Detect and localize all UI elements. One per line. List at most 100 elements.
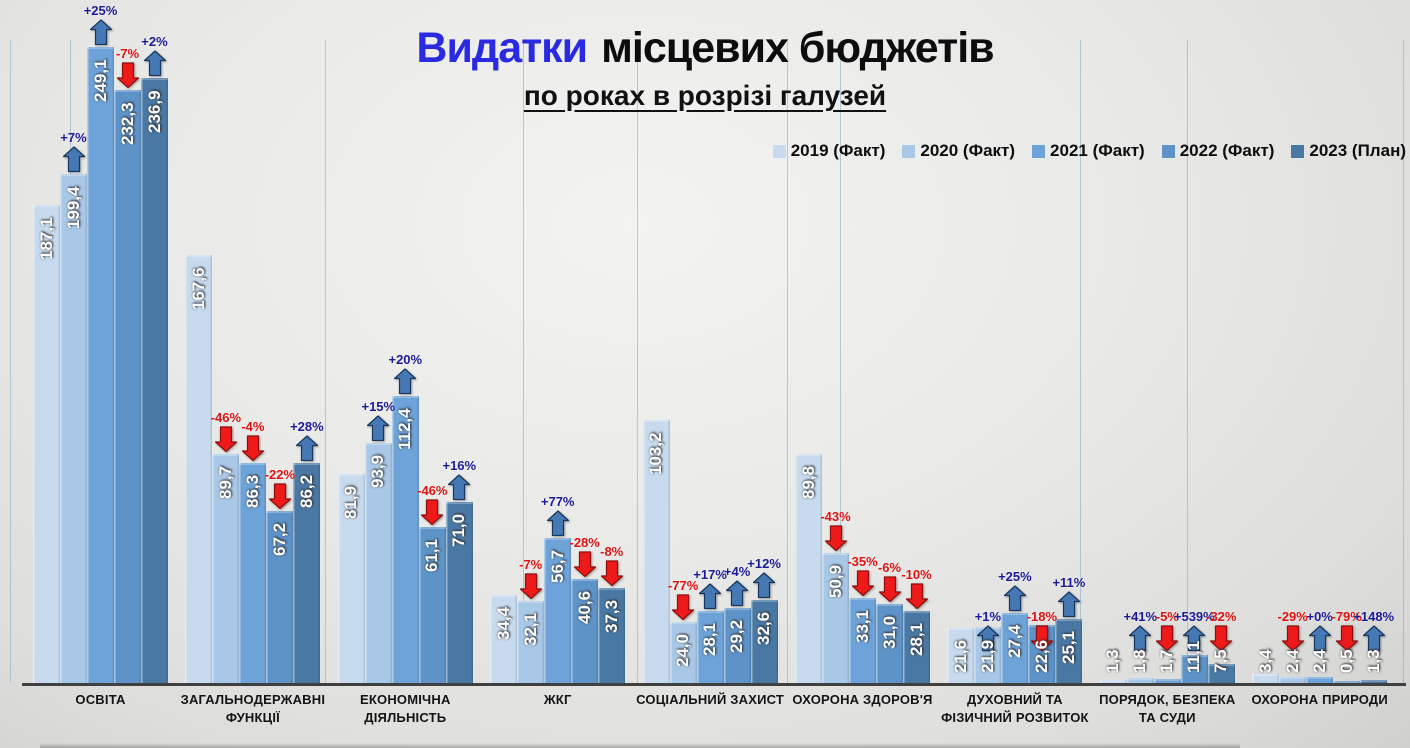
decrease-arrow-icon xyxy=(851,570,874,597)
percent-change-label: -7% xyxy=(115,45,140,61)
bar xyxy=(1099,679,1127,683)
decrease-arrow-icon xyxy=(1156,625,1179,652)
bar-value-label: 67,2 xyxy=(269,523,289,557)
legend-swatch-icon xyxy=(902,144,916,158)
bar xyxy=(822,553,849,683)
bar xyxy=(849,598,876,683)
legend-item: 2021 (Факт) xyxy=(1032,141,1145,161)
bar-value-label: 21,6 xyxy=(950,639,970,674)
legend-item: 2023 (План) xyxy=(1291,141,1406,161)
percent-change-label: -28% xyxy=(569,535,600,551)
bar-value-label: 187,1 xyxy=(36,217,56,261)
bar-value-label: 33,1 xyxy=(852,610,872,644)
increase-arrow-icon xyxy=(1129,625,1152,652)
bar xyxy=(517,601,545,683)
background-gridline xyxy=(840,40,841,683)
percent-change-label: -5% xyxy=(1155,609,1179,624)
bar-value-label: 103,2 xyxy=(646,431,666,475)
bar-value-label: 61,1 xyxy=(422,538,442,573)
bar xyxy=(696,611,724,683)
bar xyxy=(293,462,321,683)
bar-value-label: 27,4 xyxy=(1004,624,1024,659)
bar xyxy=(445,501,473,683)
bar xyxy=(60,173,87,683)
bar-value-label: 21,9 xyxy=(977,639,997,674)
bar-value-label: 232,3 xyxy=(117,102,137,145)
percent-change-label: -8% xyxy=(600,543,624,559)
category-label: ЗАГАЛЬНОДЕРЖАВНІ ФУНКЦІЇ xyxy=(180,692,326,726)
category-label: ОХОРОНА ЗДОРОВ'Я xyxy=(792,692,933,707)
percent-change-label: -29% xyxy=(1277,609,1308,624)
x-axis-line xyxy=(22,683,1406,686)
decrease-arrow-icon xyxy=(824,525,847,552)
decrease-arrow-icon xyxy=(241,435,264,461)
bar xyxy=(1360,679,1388,683)
bar xyxy=(642,419,670,683)
bar-value-label: 31,0 xyxy=(879,615,899,649)
bar xyxy=(185,255,213,683)
decrease-arrow-icon xyxy=(600,560,623,586)
increase-arrow-icon xyxy=(1362,625,1385,652)
bar-value-label: 1,7 xyxy=(1157,649,1177,674)
decrease-arrow-icon xyxy=(878,576,901,602)
bar-value-label: 1,8 xyxy=(1130,649,1150,674)
increase-arrow-icon xyxy=(295,435,318,462)
percent-change-label: +77% xyxy=(540,494,575,510)
percent-change-label: +4% xyxy=(723,564,751,580)
bar-value-label: 32,6 xyxy=(754,611,774,645)
percent-change-label: +7% xyxy=(60,129,87,145)
bar xyxy=(266,511,294,683)
background-gridline xyxy=(1080,40,1081,683)
decrease-arrow-icon xyxy=(1335,625,1358,652)
increase-arrow-icon xyxy=(546,510,569,537)
percent-change-label: -35% xyxy=(847,554,878,570)
bar xyxy=(114,89,141,683)
bar-value-label: 93,9 xyxy=(368,455,388,489)
percent-change-label: +11% xyxy=(1052,574,1086,590)
bar xyxy=(750,599,778,683)
bar-value-label: 7,5 xyxy=(1211,649,1231,674)
category-label: ЖКГ xyxy=(543,692,572,707)
percent-change-label: -18% xyxy=(1026,609,1058,624)
percent-change-label: +148% xyxy=(1353,609,1395,624)
decrease-arrow-icon xyxy=(671,594,695,620)
bar xyxy=(947,627,975,683)
bar-value-label: 25,1 xyxy=(1058,630,1078,664)
legend-swatch-icon xyxy=(1291,144,1305,158)
percent-change-label: +12% xyxy=(747,555,781,571)
bar-value-label: 89,8 xyxy=(798,465,818,499)
bottom-shadow xyxy=(40,743,1240,748)
bar-value-label: 167,6 xyxy=(188,267,208,310)
percent-change-label: +539% xyxy=(1173,609,1215,624)
category-label: СОЦІАЛЬНИЙ ЗАХИСТ xyxy=(636,692,785,707)
bar-value-label: 22,6 xyxy=(1031,639,1051,674)
decrease-arrow-icon xyxy=(1210,625,1233,652)
increase-arrow-icon xyxy=(752,572,776,598)
percent-change-label: -43% xyxy=(820,509,851,525)
increase-arrow-icon xyxy=(1003,585,1026,612)
legend: 2019 (Факт) 2020 (Факт) 2021 (Факт) 2022 (Ф… xyxy=(772,141,1406,161)
decrease-arrow-icon xyxy=(116,62,139,88)
bar-value-label: 1,3 xyxy=(1103,649,1123,674)
increase-arrow-icon xyxy=(1057,591,1080,618)
bar xyxy=(903,611,930,683)
bar xyxy=(1180,654,1208,683)
decrease-arrow-icon xyxy=(519,573,542,600)
percent-change-label: +15% xyxy=(361,399,396,415)
bar-value-label: 3,4 xyxy=(1255,649,1275,674)
bar xyxy=(1207,663,1235,683)
decrease-arrow-icon xyxy=(905,583,928,610)
increase-arrow-icon xyxy=(1183,625,1206,652)
bar-value-label: 2,4 xyxy=(1282,649,1302,674)
bar xyxy=(1306,676,1334,683)
background-gridline xyxy=(523,40,524,683)
percent-change-label: +2% xyxy=(141,34,168,50)
bar-value-label: 29,2 xyxy=(727,620,747,654)
increase-arrow-icon xyxy=(698,583,722,610)
percent-change-label: -77% xyxy=(667,577,699,593)
bar xyxy=(239,462,267,683)
percent-change-label: -22% xyxy=(264,467,296,483)
legend-label: 2020 (Факт) xyxy=(920,141,1016,160)
decrease-arrow-icon xyxy=(214,426,237,453)
bar-value-label: 28,1 xyxy=(906,623,926,657)
